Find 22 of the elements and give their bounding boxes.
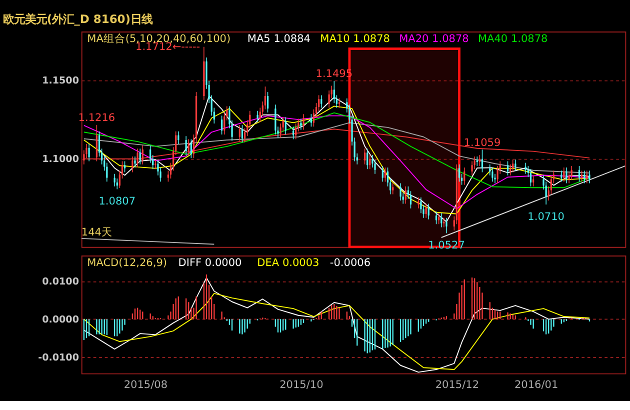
y-tick-label: 1.1500 [42,76,80,87]
chart-title: MACD(12,26,9) [87,257,168,270]
annotation: 1.0710 [528,210,564,223]
text: MA40 1.0878 [478,33,548,46]
y-tick-label: 0.0000 [42,314,80,326]
x-tick-label: 2015/08 [124,379,168,392]
text: MA20 1.0878 [399,33,469,46]
annotation: 1.0807 [98,196,136,208]
chart-title: 欧元美元(外汇_D 8160)日线 [2,12,153,26]
y-tick-label: -0.0100 [38,352,80,364]
x-tick-label: 2016/01 [514,379,558,392]
y-tick-label: 1.1000 [42,154,80,166]
annotation: 144天 [81,226,112,239]
text: MA10 1.0878 [320,33,390,46]
x-tick-label: 2015/12 [435,379,480,392]
annotation: -0.0006 [330,257,371,270]
y-tick-label: 0.0100 [42,276,80,288]
text: MA5 1.0884 [247,33,311,46]
series-label: DIFF 0.0000 [178,257,242,270]
text: DEA 0.0003 [257,257,320,270]
annotation: 1.1059 [464,136,501,149]
x-tick-label: 2015/10 [280,379,324,392]
